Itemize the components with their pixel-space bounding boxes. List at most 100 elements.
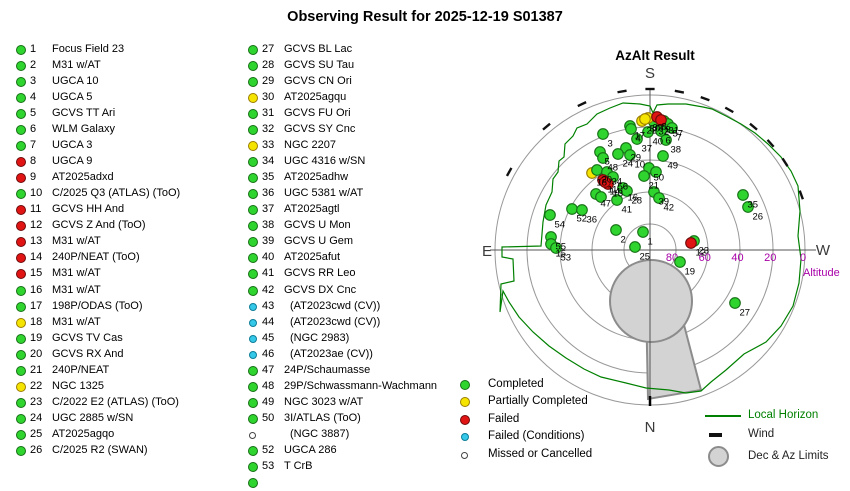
target-name: 198P/ODAS (ToO) <box>52 299 143 312</box>
plot-point-label: 25 <box>640 252 651 263</box>
target-list-item: 3 UGCA 10 <box>14 74 246 90</box>
plot-point-label: 21 <box>649 181 660 192</box>
status-dot-icon <box>16 141 26 152</box>
target-number: 24 <box>30 411 43 424</box>
target-list-item: 48 29P/Schwassmann-Wachmann <box>246 379 478 395</box>
status-dot-icon <box>248 461 258 472</box>
plot-point-label: 37 <box>642 144 653 155</box>
target-list-item: 52 UGCA 286 <box>246 443 478 459</box>
compass-south-label: S <box>645 65 655 82</box>
plot-point <box>624 149 636 161</box>
target-list-item: 40 AT2025afut <box>246 250 478 266</box>
plot-point <box>650 166 662 178</box>
target-list-item: 5 GCVS TT Ari <box>14 106 246 122</box>
plot-point-label: 5 <box>605 157 610 168</box>
target-name: AT2025adhw <box>284 171 349 184</box>
plot-point <box>595 191 607 203</box>
status-dot-icon <box>248 45 258 55</box>
plot-point-label: 19 <box>685 267 696 278</box>
target-name: AT2025afut <box>284 251 341 264</box>
target-list-item: 32 GCVS SY Cnc <box>246 122 478 138</box>
wind-tick-icon <box>542 122 551 131</box>
altitude-tick-label: 60 <box>699 252 711 264</box>
target-name: Focus Field 23 <box>52 43 125 55</box>
plot-point <box>639 113 651 125</box>
target-name: NGC 1325 <box>52 379 104 392</box>
status-dot-icon <box>248 397 258 408</box>
target-list-item: 34 UGC 4316 w/SN <box>246 154 478 170</box>
target-name: AT2025adxd <box>52 171 114 184</box>
target-number: 31 <box>262 107 275 120</box>
plot-point <box>660 134 672 146</box>
target-number: 5 <box>30 107 37 120</box>
target-name: GCVS BL Lac <box>284 43 353 55</box>
status-dot-icon <box>249 431 256 439</box>
status-dot-icon <box>248 109 258 120</box>
target-list-item: 4 UGCA 5 <box>14 90 246 106</box>
plot-point-label: 55 <box>556 242 567 253</box>
status-dot-icon <box>248 269 258 280</box>
target-name: AT2025agqo <box>52 427 115 440</box>
target-name: M31 w/AT <box>52 235 101 248</box>
target-number: 47 <box>262 363 275 376</box>
observing-result-page: { "page_title": "Observing Result for 20… <box>14 9 840 488</box>
target-name: C/2025 R2 (SWAN) <box>52 443 148 456</box>
target-list-item: 19 GCVS TV Cas <box>14 331 246 347</box>
plot-point-label: 39 <box>659 197 670 208</box>
altitude-axis-label: Altitude <box>803 267 840 279</box>
plot-point <box>638 170 650 182</box>
plot-point-label: 15 <box>556 249 567 260</box>
target-number: 12 <box>30 219 43 232</box>
target-number: 17 <box>30 299 43 312</box>
status-dot-icon <box>248 237 258 248</box>
target-name: 240P/NEAT <box>52 363 110 376</box>
target-number: 3 <box>30 75 37 88</box>
status-dot-icon <box>16 109 26 120</box>
plot-point <box>612 148 624 160</box>
status-dot-icon <box>248 173 258 184</box>
plot-point <box>544 209 556 221</box>
status-dot-icon <box>248 445 258 456</box>
compass-east-label: E <box>482 243 492 260</box>
status-legend-item: Partially Completed <box>458 394 638 410</box>
target-name: GCVS DX Cnc <box>284 283 357 296</box>
status-dot-icon <box>248 221 258 232</box>
target-name: GCVS RR Leo <box>284 267 356 280</box>
target-list-item: 28 GCVS SU Tau <box>246 58 478 74</box>
status-dot-icon <box>16 269 26 280</box>
plot-point <box>657 150 669 162</box>
plot-point-label: 14 <box>610 187 621 198</box>
status-legend-item: Failed <box>458 412 638 428</box>
plot-point-label: 6 <box>666 136 671 147</box>
target-name: 24P/Schaumasse <box>284 363 371 376</box>
target-number: 16 <box>30 283 43 296</box>
plot-title: AzAlt Result <box>615 48 695 63</box>
plot-point <box>629 241 641 253</box>
plot-point <box>737 189 749 201</box>
plot-point-label: 38 <box>671 145 682 156</box>
target-number: 26 <box>30 443 43 456</box>
target-number: 29 <box>262 75 275 88</box>
target-name: (AT2023cwd (CV)) <box>290 315 381 328</box>
target-number: 20 <box>30 347 43 360</box>
status-dot-icon <box>16 173 26 184</box>
target-list-item: 22 NGC 1325 <box>14 379 246 395</box>
plot-point <box>550 242 562 254</box>
target-name: GCVS SY Cnc <box>284 123 356 136</box>
plot-point-label: 16 <box>628 193 639 204</box>
target-name: 3I/ATLAS (ToO) <box>284 411 361 424</box>
target-name: GCVS TT Ari <box>52 107 116 120</box>
legend-local-horizon-label: Local Horizon <box>748 409 819 421</box>
target-name: (NGC 3887) <box>290 427 350 440</box>
status-dot-icon <box>16 349 26 360</box>
target-number: 33 <box>262 139 275 152</box>
plot-point-label: 32 <box>659 127 670 138</box>
plot-point <box>631 133 643 145</box>
plot-point-label: 12 <box>696 248 707 259</box>
target-list-item: 20 GCVS RX And <box>14 347 246 363</box>
plot-point-label: 47 <box>601 199 612 210</box>
status-dot-icon <box>16 301 26 312</box>
target-list-item: 42 GCVS DX Cnc <box>246 283 478 299</box>
wind-tick-icon <box>505 167 513 177</box>
